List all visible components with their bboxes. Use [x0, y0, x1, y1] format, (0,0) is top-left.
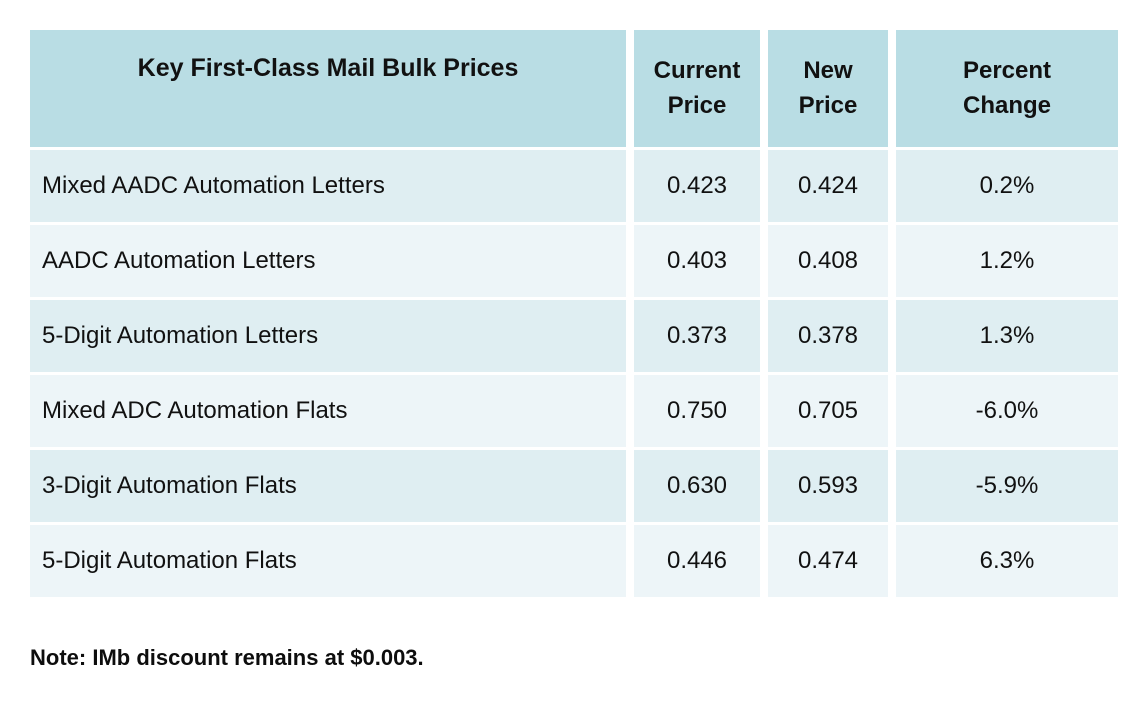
table-title-text: Key First-Class Mail Bulk Prices	[137, 54, 519, 82]
percent-change-value: -6.0%	[896, 375, 1118, 447]
new-price-value: 0.593	[768, 450, 888, 522]
current-price-value: 0.750	[634, 375, 760, 447]
new-price-value: 0.474	[768, 525, 888, 597]
current-price-value: 0.446	[634, 525, 760, 597]
percent-change-value: 1.3%	[896, 300, 1118, 372]
new-price-value: 0.705	[768, 375, 888, 447]
row-label: Mixed ADC Automation Flats	[30, 375, 626, 447]
current-price-value: 0.630	[634, 450, 760, 522]
current-price-value: 0.403	[634, 225, 760, 297]
row-label: 3-Digit Automation Flats	[30, 450, 626, 522]
row-label: 5-Digit Automation Letters	[30, 300, 626, 372]
column-header-current-price: Current Price	[634, 30, 760, 147]
row-label: Mixed AADC Automation Letters	[30, 150, 626, 222]
row-label: 5-Digit Automation Flats	[30, 525, 626, 597]
percent-change-value: 6.3%	[896, 525, 1118, 597]
new-price-value: 0.424	[768, 150, 888, 222]
percent-change-value: 0.2%	[896, 150, 1118, 222]
percent-change-value: 1.2%	[896, 225, 1118, 297]
current-price-value: 0.373	[634, 300, 760, 372]
price-table: Key First-Class Mail Bulk Prices Current…	[30, 30, 1118, 597]
column-header-new-price: New Price	[768, 30, 888, 147]
row-label: AADC Automation Letters	[30, 225, 626, 297]
new-price-value: 0.408	[768, 225, 888, 297]
new-price-value: 0.378	[768, 300, 888, 372]
table-title: Key First-Class Mail Bulk Prices	[30, 30, 626, 147]
current-price-value: 0.423	[634, 150, 760, 222]
footnote: Note: IMb discount remains at $0.003.	[30, 645, 424, 670]
percent-change-value: -5.9%	[896, 450, 1118, 522]
column-header-percent-change: Percent Change	[896, 30, 1118, 147]
